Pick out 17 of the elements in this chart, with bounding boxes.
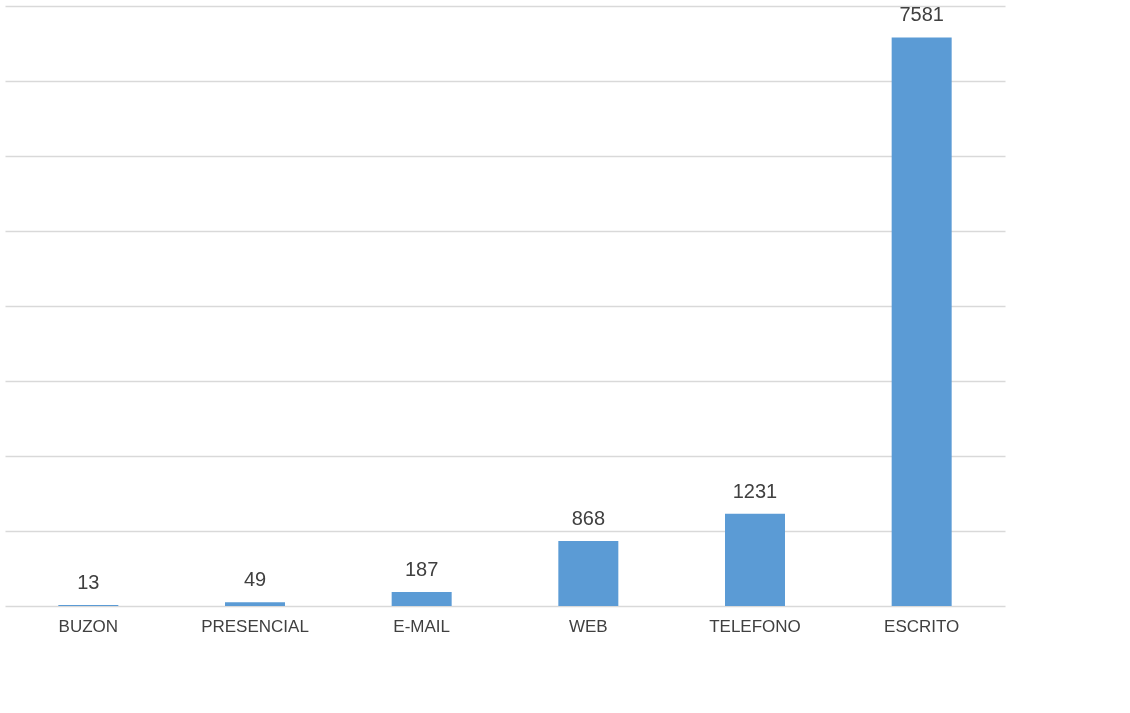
x-tick-label: ESCRITO [884,616,960,636]
data-label: 13 [77,571,100,594]
x-tick-label: TELEFONO [709,616,801,636]
bar [391,591,452,606]
data-label: 7581 [899,3,944,26]
data-label: 1231 [732,479,778,502]
bar [225,602,285,606]
data-label: 49 [243,568,267,591]
data-label: 868 [571,506,606,529]
bar [558,540,619,606]
data-label: 187 [404,557,439,580]
x-tick-label: PRESENCIAL [201,616,309,636]
bar [891,37,952,606]
x-tick-label: E-MAIL [393,616,451,636]
x-tick-label: WEB [568,616,608,636]
bar [725,513,785,606]
x-tick-label: BUZON [58,616,119,636]
